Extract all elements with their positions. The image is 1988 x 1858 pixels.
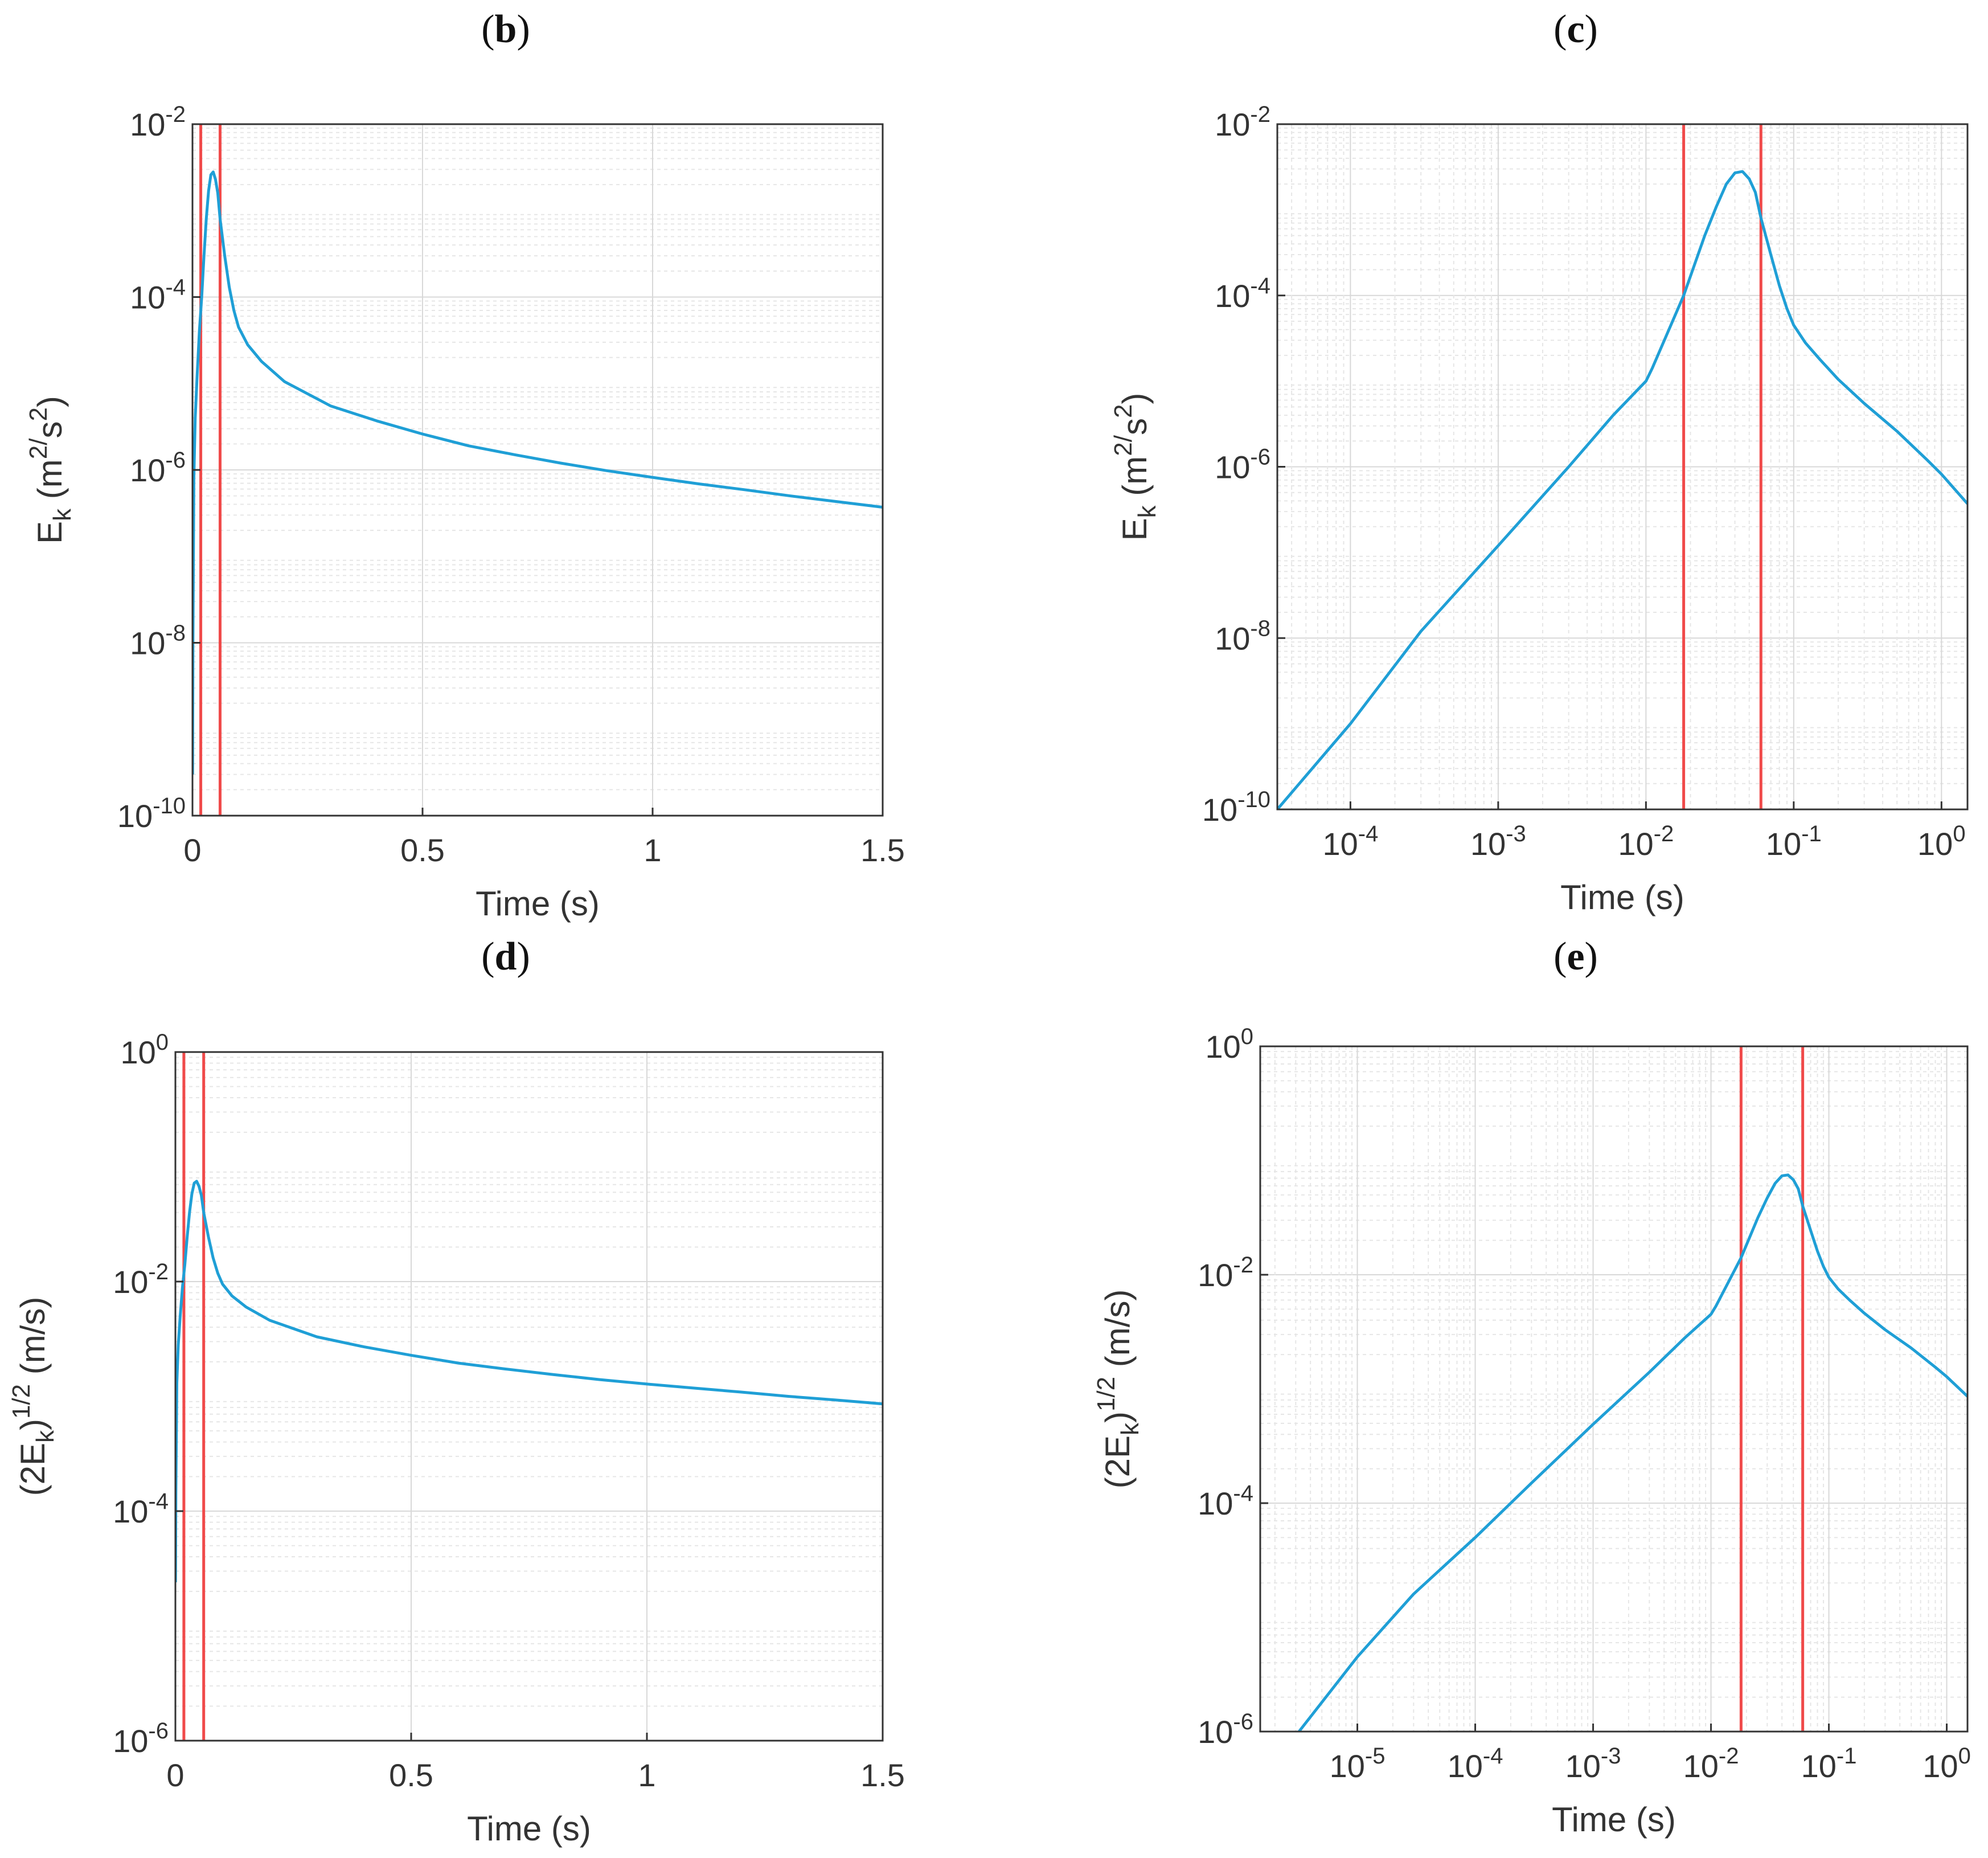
grid (1277, 124, 1967, 810)
y-tick-label: 100 (1205, 1024, 1253, 1065)
grid (1260, 1046, 1967, 1732)
y-tick-label: 10-10 (117, 793, 186, 834)
y-tick-label: 10-4 (130, 275, 186, 316)
x-tick-label: 10-3 (1470, 821, 1526, 862)
data-series-line (1277, 170, 1967, 809)
x-tick-label: 0.5 (400, 832, 445, 868)
axes-frame (1259, 1045, 1969, 1733)
y-tick-label: 10-6 (1198, 1709, 1253, 1750)
y-tick-label: 10-6 (1215, 445, 1270, 485)
x-tick-label: 1.5 (860, 832, 905, 868)
x-tick-label: 10-1 (1766, 821, 1822, 862)
x-tick-label: 1 (638, 1757, 655, 1793)
y-tick-label: 10-2 (1198, 1253, 1253, 1293)
chart-d: 100 10-2 10-4 10-60 0.5 1 1.5 Time (s) (2Ek)1/2 … (7, 1030, 905, 1848)
chart-c: 10-2 10-4 10-6 10-8 10-10 10-4 10-3 10-2 10-1 100… (1109, 102, 1969, 916)
data-series-line (175, 1180, 883, 1582)
y-tick-label: 10-2 (113, 1259, 169, 1300)
x-axis-label: Time (s) (1552, 1800, 1676, 1839)
x-tick-label: 0 (183, 832, 201, 868)
x-axis-label: Time (s) (1560, 878, 1684, 916)
y-tick-label: 10-8 (1215, 616, 1270, 656)
y-axis-label: (2Ek)1/2 (m/s) (7, 1297, 59, 1496)
y-tick-label: 10-2 (130, 102, 186, 142)
y-tick-label: 10-4 (1198, 1481, 1253, 1521)
y-tick-label: 10-4 (113, 1489, 169, 1529)
y-tick-label: 100 (120, 1030, 169, 1070)
x-tick-label: 0.5 (389, 1757, 433, 1793)
grid (192, 124, 883, 816)
x-tick-label: 10-4 (1448, 1744, 1503, 1784)
x-tick-label: 10-2 (1683, 1744, 1739, 1784)
panel-label-c: (c) (1553, 7, 1598, 51)
x-tick-label: 0 (166, 1757, 184, 1793)
panel-label-b: (b) (481, 7, 530, 51)
data-series-line (1298, 1173, 1967, 1732)
x-tick-label: 10-1 (1801, 1744, 1857, 1784)
y-axis-label: (2Ek)1/2 (m/s) (1092, 1290, 1144, 1489)
x-tick-label: 10-2 (1618, 821, 1674, 862)
x-tick-label: 1 (643, 832, 661, 868)
chart-e: 100 10-2 10-4 10-6 10-5 10-4 10-3 10-2 10-1 100 Ti… (1092, 1024, 1971, 1839)
chart-b: 10-2 10-4 10-6 10-8 10-100 0.5 1 1.5 Time (s) Ek … (24, 102, 905, 923)
y-tick-label: 10-10 (1202, 787, 1270, 828)
plot-area (175, 1052, 883, 1741)
plot-area (1260, 1046, 1967, 1732)
y-tick-label: 10-6 (130, 448, 186, 488)
panel-label-e: (e) (1553, 935, 1598, 979)
x-axis-label: Time (s) (476, 885, 600, 923)
y-tick-label: 10-8 (130, 621, 186, 661)
axes-frame (174, 1051, 884, 1742)
x-tick-label: 1.5 (860, 1757, 905, 1793)
y-tick-label: 10-2 (1215, 102, 1270, 142)
x-tick-label: 100 (1923, 1744, 1971, 1784)
x-tick-label: 10-3 (1565, 1744, 1621, 1784)
panel-label-d: (d) (481, 935, 530, 979)
data-series-line (192, 170, 883, 775)
y-tick-label: 10-4 (1215, 273, 1270, 314)
x-tick-label: 100 (1917, 821, 1966, 862)
x-tick-label: 10-4 (1322, 821, 1378, 862)
x-axis-label: Time (s) (467, 1810, 591, 1848)
x-tick-label: 10-5 (1330, 1744, 1386, 1784)
y-axis-label: Ek (m2/s2) (24, 396, 76, 544)
y-tick-label: 10-6 (113, 1718, 169, 1759)
y-axis-label: Ek (m2/s2) (1109, 393, 1161, 541)
